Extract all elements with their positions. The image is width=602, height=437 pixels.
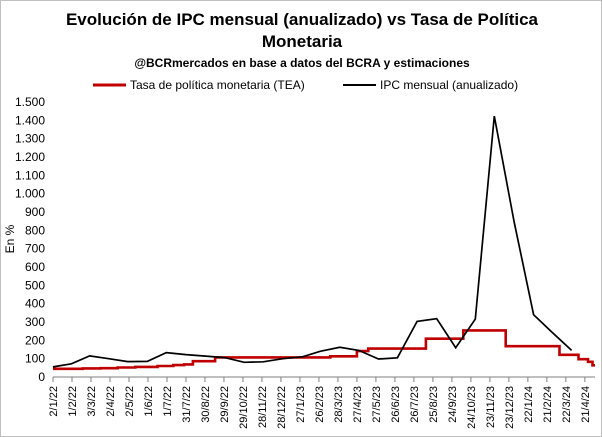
chart-subtitle: @BCRmercados en base a datos del BCRA y … bbox=[134, 56, 470, 70]
x-tick-label: 23/11/23 bbox=[485, 386, 497, 428]
y-tick-label: 1.200 bbox=[15, 150, 45, 164]
x-tick-label: 21/2/24 bbox=[542, 386, 554, 423]
x-tick-label: 29/9/22 bbox=[219, 386, 231, 423]
x-tick-label: 28/3/23 bbox=[333, 386, 345, 423]
series-line-ipc bbox=[52, 115, 573, 368]
x-tick-label: 26/7/23 bbox=[409, 386, 421, 423]
y-tick-label: 1.100 bbox=[15, 168, 45, 182]
y-tick-label: 100 bbox=[25, 352, 45, 366]
x-tick-label: 31/7/22 bbox=[181, 386, 193, 423]
x-tick-label: 26/6/23 bbox=[390, 386, 402, 423]
x-tick-label: 1/7/22 bbox=[162, 386, 174, 417]
y-tick-label: 800 bbox=[25, 223, 45, 237]
legend-label-ipc: IPC mensual (anualizado) bbox=[380, 78, 518, 92]
x-tick-label: 27/5/23 bbox=[371, 386, 383, 423]
x-tick-label: 1/6/22 bbox=[143, 386, 155, 417]
series-line-tasa bbox=[53, 329, 595, 371]
y-tick-label: 900 bbox=[25, 205, 45, 219]
plot-area bbox=[52, 115, 595, 371]
x-tick-label: 25/8/23 bbox=[428, 386, 440, 423]
y-tick-label: 1.300 bbox=[15, 132, 45, 146]
x-tick-label: 24/10/23 bbox=[466, 386, 478, 429]
y-tick-label: 1.400 bbox=[15, 113, 45, 127]
x-tick-label: 3/3/22 bbox=[86, 386, 98, 417]
y-axis-label: En % bbox=[3, 224, 17, 253]
x-tick-label: 23/12/23 bbox=[504, 386, 516, 429]
chart-title-line-1: Evolución de IPC mensual (anualizado) vs… bbox=[66, 10, 539, 29]
y-tick-label: 700 bbox=[25, 242, 45, 256]
legend: Tasa de política monetaria (TEA) IPC men… bbox=[93, 78, 518, 92]
y-tick-label: 1.000 bbox=[15, 187, 45, 201]
x-tick-label: 2/1/22 bbox=[48, 386, 60, 417]
x-tick-label: 1/2/22 bbox=[67, 386, 79, 417]
x-tick-label: 28/12/22 bbox=[276, 386, 288, 429]
y-tick-label: 200 bbox=[25, 333, 45, 347]
x-tick-label: 24/9/23 bbox=[447, 386, 459, 423]
x-tick-label: 2/4/22 bbox=[105, 386, 117, 417]
x-tick-label: 2/5/22 bbox=[124, 386, 136, 417]
x-tick-label: 28/11/22 bbox=[257, 386, 269, 428]
y-tick-label: 600 bbox=[25, 260, 45, 274]
x-tick-label: 22/1/24 bbox=[523, 386, 535, 423]
x-tick-label: 27/1/23 bbox=[295, 386, 307, 423]
x-tick-label: 30/8/22 bbox=[200, 386, 212, 423]
legend-label-tasa: Tasa de política monetaria (TEA) bbox=[130, 78, 305, 92]
chart-title-line-2: Monetaria bbox=[262, 32, 343, 51]
x-tick-label: 22/3/24 bbox=[561, 386, 573, 423]
x-tick-label: 26/2/23 bbox=[314, 386, 326, 423]
x-tick-label: 27/4/23 bbox=[352, 386, 364, 423]
y-tick-label: 300 bbox=[25, 315, 45, 329]
x-axis: 2/1/22 1/2/22 3/3/22 2/4/22 2/5/22 1/6/22 1/7/… bbox=[48, 376, 595, 429]
x-tick-label: 21/4/24 bbox=[580, 386, 592, 423]
y-axis: 0 100 200 300 400 500 600 700 800 900 1.000 1.100 1.… bbox=[15, 95, 45, 384]
y-tick-label: 400 bbox=[25, 297, 45, 311]
y-tick-label: 1.500 bbox=[15, 95, 45, 109]
y-tick-label: 0 bbox=[38, 370, 45, 384]
x-tick-label: 29/10/22 bbox=[238, 386, 250, 429]
y-tick-label: 500 bbox=[25, 278, 45, 292]
